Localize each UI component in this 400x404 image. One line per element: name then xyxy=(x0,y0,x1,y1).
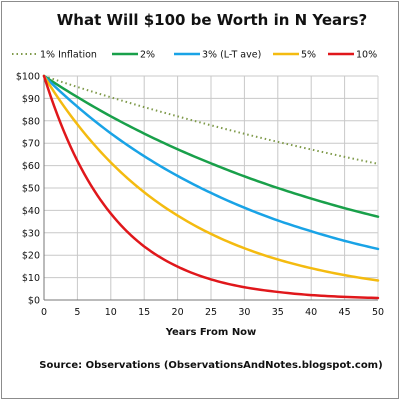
x-tick-label: 30 xyxy=(238,307,250,318)
y-tick-label: $30 xyxy=(22,228,40,239)
x-tick-label: 35 xyxy=(272,307,284,318)
y-tick-labels: $0 $10 $20 $30 $40 $50 $60 $70 $80 $90 $100 xyxy=(16,72,40,307)
legend-label-1: 2% xyxy=(140,50,155,61)
legend: 1% Inflation 2% 3% (L-T ave) 5% 10% xyxy=(12,50,377,61)
gridlines xyxy=(44,75,379,300)
legend-label-3: 5% xyxy=(301,50,316,61)
chart-title: What Will $100 be Worth in N Years? xyxy=(57,11,367,29)
x-tick-label: 25 xyxy=(205,307,217,318)
axes xyxy=(43,76,379,301)
legend-label-0: 1% Inflation xyxy=(40,50,97,61)
x-axis-label: Years From Now xyxy=(165,327,257,338)
x-tick-label: 5 xyxy=(74,307,80,318)
series-line-1 xyxy=(42,74,380,218)
legend-label-4: 10% xyxy=(356,50,377,61)
y-tick-label: $40 xyxy=(22,206,40,217)
y-tick-label: $0 xyxy=(28,296,40,307)
source-note: Source: Observations (ObservationsAndNot… xyxy=(39,360,382,371)
y-tick-label: $70 xyxy=(22,139,40,150)
x-tick-label: 50 xyxy=(372,307,384,318)
y-tick-label: $90 xyxy=(22,94,40,105)
y-tick-label: $80 xyxy=(22,116,40,127)
x-tick-labels: 0 5 10 15 20 25 30 35 40 45 50 xyxy=(41,307,384,318)
series-lines xyxy=(42,74,380,300)
series-line-4 xyxy=(42,74,380,300)
y-tick-label: $10 xyxy=(22,273,40,284)
series-line-2 xyxy=(42,74,380,251)
y-tick-label: $100 xyxy=(16,72,40,83)
y-tick-label: $50 xyxy=(22,184,40,195)
series-line-0 xyxy=(43,75,379,165)
x-tick-label: 40 xyxy=(305,307,317,318)
series-line-3 xyxy=(42,74,380,282)
x-tick-label: 15 xyxy=(138,307,150,318)
y-tick-label: $20 xyxy=(22,251,40,262)
x-tick-label: 10 xyxy=(105,307,117,318)
x-tick-label: 0 xyxy=(41,307,47,318)
x-tick-label: 20 xyxy=(172,307,184,318)
x-tick-label: 45 xyxy=(339,307,351,318)
y-tick-label: $60 xyxy=(22,161,40,172)
legend-label-2: 3% (L-T ave) xyxy=(202,50,261,61)
